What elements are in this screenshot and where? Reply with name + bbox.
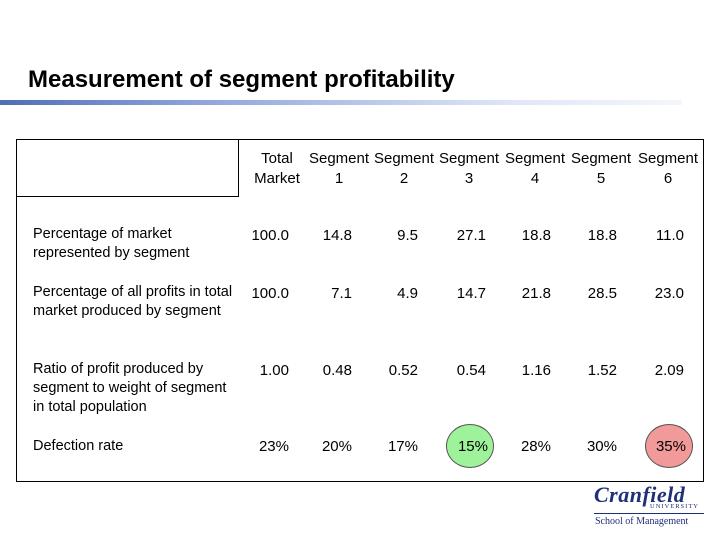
column-header-total-market: Total Market [254, 150, 300, 187]
lowest-defection-highlight [446, 424, 494, 468]
column-header-segment-2: Segment 2 [373, 150, 435, 187]
table-cell: 9.5 [397, 227, 418, 244]
column-header-segment-4: Segment 4 [504, 150, 566, 187]
table-cell: 0.48 [322, 362, 352, 379]
table-cell: 1.16 [521, 362, 551, 379]
table-cell: 0.54 [456, 362, 486, 379]
logo-divider [594, 513, 704, 514]
table-cell: 28% [520, 438, 551, 455]
table-cell: 27.1 [456, 227, 486, 244]
table-frame [16, 139, 704, 482]
table-cell: 23.0 [654, 285, 684, 302]
table-cell: 2.09 [654, 362, 684, 379]
table-cell: 14.7 [456, 285, 486, 302]
table-cell: 100.0 [251, 285, 289, 302]
page-title: Measurement of segment profitability [28, 66, 455, 93]
row-label-market-share: Percentage of market represented by segm… [33, 226, 190, 261]
table-cell: 18.8 [587, 227, 617, 244]
logo-university-text: UNIVERSITY [650, 503, 699, 510]
table-cell: 1.00 [259, 362, 289, 379]
table-cell: 1.52 [587, 362, 617, 379]
highest-defection-highlight [645, 424, 693, 468]
table-cell: 11.0 [655, 227, 684, 244]
row-label-profit-ratio: Ratio of profit produced by segment to w… [33, 361, 227, 415]
table-cell: 23% [258, 438, 289, 455]
row-label-defection-rate: Defection rate [33, 438, 124, 454]
cranfield-logo: Cranfield [594, 482, 686, 507]
table-cell: 28.5 [587, 285, 617, 302]
column-header-segment-1: Segment 1 [308, 150, 370, 187]
table-cell: 21.8 [521, 285, 551, 302]
table-cell: 20% [321, 438, 352, 455]
table-corner-cell [16, 139, 239, 197]
logo-school-name: School of Management [595, 516, 689, 527]
column-header-segment-3: Segment 3 [438, 150, 500, 187]
table-cell: 35% [655, 438, 686, 455]
table-cell: 7.1 [331, 285, 352, 302]
table-cell: 100.0 [251, 227, 289, 244]
table-cell: 14.8 [322, 227, 352, 244]
row-label-profit-share: Percentage of all profits in total marke… [33, 284, 233, 319]
table-cell: 17% [387, 438, 418, 455]
table-cell: 18.8 [521, 227, 551, 244]
table-cell: 30% [586, 438, 617, 455]
title-underline [0, 100, 682, 105]
table-cell: 4.9 [397, 285, 418, 302]
column-header-segment-6: Segment 6 [637, 150, 699, 187]
table-cell: 15% [457, 438, 488, 455]
column-header-segment-5: Segment 5 [570, 150, 632, 187]
table-cell: 0.52 [388, 362, 418, 379]
